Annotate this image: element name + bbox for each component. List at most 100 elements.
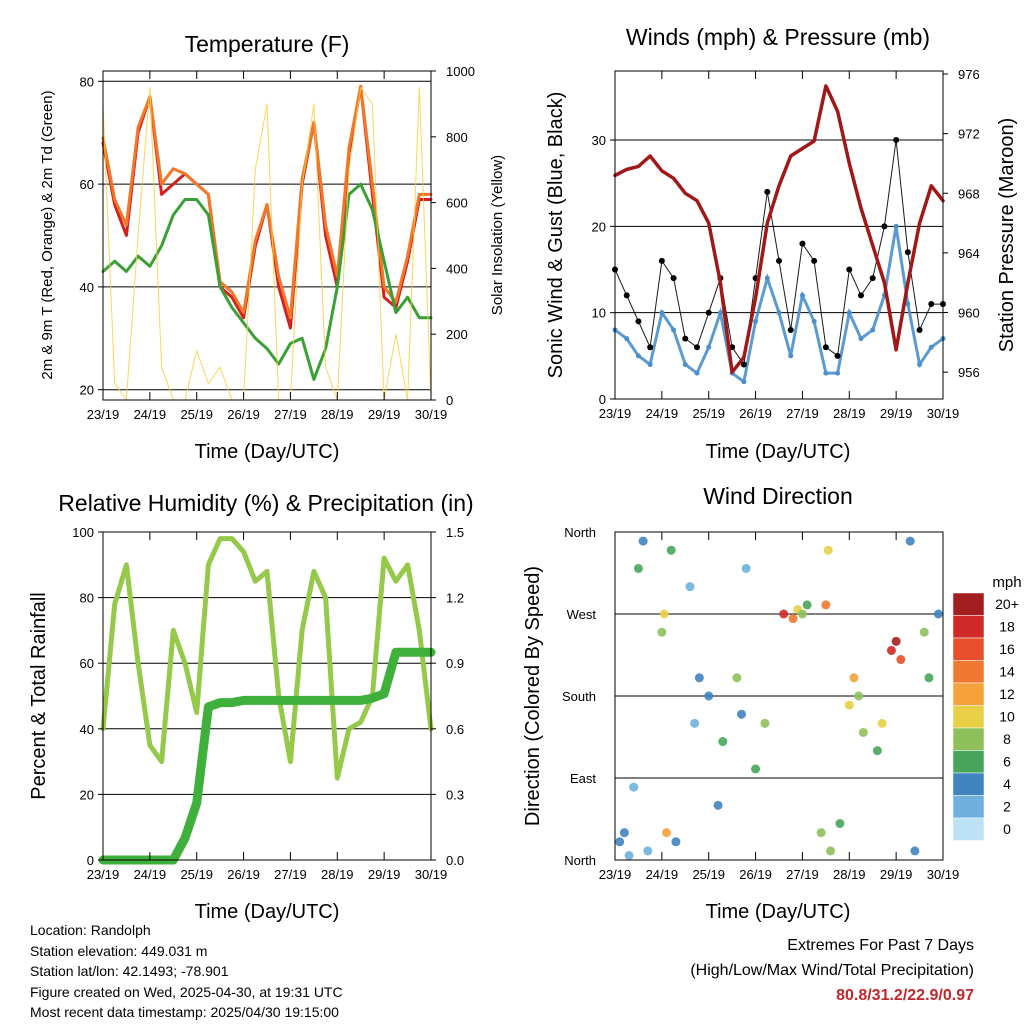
y-tick-label: 20 [80,383,94,398]
y-tick-label: 0 [599,392,606,407]
direction-point [826,846,836,856]
x-tick-label: 29/19 [368,407,401,422]
y-right-tick-label: 0.3 [446,787,464,802]
direction-point [624,850,634,860]
direction-point [896,655,906,665]
y-tick-label: 0 [87,853,94,868]
x-tick-label: 23/19 [87,867,120,882]
x-tick-label: 24/19 [646,406,679,421]
y-right-tick-label: 956 [958,365,980,380]
temperature-xlabel: Time (Day/UTC) [195,441,340,463]
wind-direction-grid [615,531,943,861]
x-tick-label: 30/19 [415,867,448,882]
winds-y-axis: 0 10 20 30 [592,133,615,407]
humidity-y-axis-right: 0.0 0.3 0.6 0.9 1.2 1.5 [431,525,464,868]
direction-point [823,545,833,555]
direction-point [872,746,882,756]
humidity-plot [98,536,436,865]
y-tick-label: West [567,607,597,622]
total-precipitation-line [98,647,436,865]
x-tick-label: 27/19 [274,867,307,882]
x-tick-label: 25/19 [180,407,213,422]
direction-point [615,837,625,847]
extremes-subtitle: (High/Low/Max Wind/Total Precipitation) [690,962,974,979]
direction-point [844,700,854,710]
winds-title: Winds (mph) & Pressure (mb) [626,24,930,50]
y-tick-label: North [564,525,596,540]
9m-t-line [101,84,433,320]
temperature-ylabel-right: Solar Insolation (Yellow) [489,155,506,315]
x-tick-label: 29/19 [880,406,913,421]
y-right-tick-label: 972 [958,127,980,142]
winds-panel: Winds (mph) & Pressure (mb) 23/19 24/19 25… [545,24,1018,463]
x-tick-label: 30/19 [927,867,960,882]
humidity-panel: Relative Humidity (%) & Precipitation (i… [28,490,474,923]
temperature-y-axis-right: 0 200 400 600 800 1000 [431,64,475,408]
y-tick-label: 40 [80,280,94,295]
direction-point [802,600,812,610]
y-right-tick-label: 1.2 [446,591,464,606]
latest-timestamp: Most recent data timestamp: 2025/04/30 1… [30,1004,339,1020]
y-right-tick-label: 0.6 [446,722,464,737]
extremes-title: Extremes For Past 7 Days [787,937,974,954]
y-tick-label: 30 [592,133,606,148]
colorbar-label: 14 [999,664,1015,680]
wind-direction-ylabel: Direction (Colored By Speed) [522,566,544,826]
x-tick-label: 28/19 [833,867,866,882]
temperature-frame [102,70,432,401]
temperature-grid [103,80,431,391]
winds-plot [612,84,946,385]
y-tick-label: 40 [80,722,94,737]
colorbar-title: mph [992,574,1021,591]
direction-point [690,718,700,728]
y-right-tick-label: 800 [446,130,468,145]
direction-point [835,819,845,829]
direction-point [877,718,887,728]
station-info: Location: Randolph Station elevation: 44… [30,920,343,1023]
winds-ylabel: Sonic Wind & Gust (Blue, Black) [545,92,567,379]
x-tick-label: 25/19 [692,867,725,882]
colorbar-label: 10 [999,709,1015,725]
direction-point [924,673,934,683]
direction-point [858,727,868,737]
extremes-values: 80.8/31.2/22.9/0.97 [836,987,974,1004]
winds-ylabel-right: Station Pressure (Maroon) [996,118,1018,353]
direction-point [657,627,667,637]
station-latlon: Station lat/lon: 42.1493; -78.901 [30,963,229,979]
colorbar-label: 4 [1003,776,1011,792]
direction-point [905,536,915,546]
x-tick-label: 25/19 [180,867,213,882]
direction-point [919,627,929,637]
y-right-tick-label: 960 [958,306,980,321]
y-right-tick-label: 0 [446,393,453,408]
y-tick-label: 80 [80,591,94,606]
humidity-frame [102,531,432,861]
y-tick-label: 60 [80,656,94,671]
direction-point [666,545,676,555]
colorbar-label: 0 [1003,821,1011,837]
direction-point [629,782,639,792]
x-tick-label: 29/19 [880,867,913,882]
winds-frame [614,70,944,400]
direction-point [732,673,742,683]
temperature-title: Temperature (F) [185,31,350,57]
colorbar-swatch [952,727,985,751]
x-tick-label: 24/19 [646,867,679,882]
y-tick-label: 60 [80,177,94,192]
colorbar-label: 2 [1003,799,1011,815]
temperature-x-axis: 23/19 24/19 25/19 26/19 27/19 28/19 29/19 30/19 [87,71,447,422]
x-tick-label: 23/19 [87,407,120,422]
wind-series-line [614,226,944,385]
x-tick-label: 27/19 [786,406,819,421]
x-tick-label: 26/19 [227,867,260,882]
x-tick-label: 24/19 [134,407,167,422]
wind-direction-x-axis: 23/19 24/19 25/19 26/19 27/19 28/19 29/19 30/19 [599,532,960,882]
direction-point [694,673,704,683]
x-tick-label: 27/19 [274,407,307,422]
y-right-tick-label: 400 [446,261,468,276]
direction-point [741,563,751,573]
direction-point [933,609,943,619]
direction-point [685,582,695,592]
colorbar-swatch [952,750,985,774]
